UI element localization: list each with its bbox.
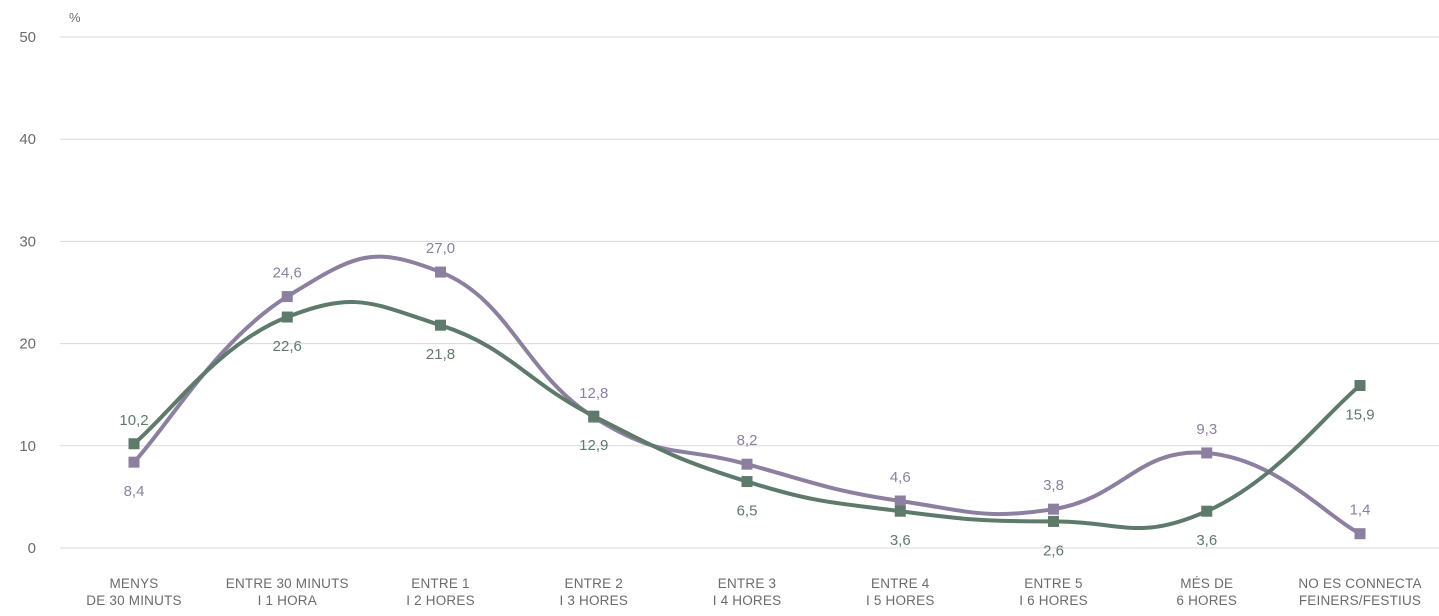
y-tick-label: 20 [19,336,36,353]
series-1-data-label: 27,0 [426,240,455,257]
series-1-data-label: 8,4 [124,483,145,500]
y-tick-label: 40 [19,131,36,148]
series-1-marker [1048,503,1059,515]
y-axis-unit-label: % [69,10,81,25]
x-axis-category-labels: MENYS DE 30 MINUTS ENTRE 30 MINUTS I 1 HORA… [86,576,1421,608]
series-0-marker [1354,380,1366,392]
series-1-data-label: 1,4 [1350,502,1371,519]
series-0-data-label: 3,6 [890,532,911,549]
y-axis-ticks: 0 10 20 30 40 50 [19,29,36,557]
x-category-label: NO ES CONNECTA FEINERS/FESTIUS [1298,576,1421,608]
series-1-data-label: 12,8 [579,385,608,402]
series-0-marker [281,311,293,323]
series-1-marker [741,458,753,470]
y-tick-label: 0 [28,540,36,557]
series-0-marker [128,438,140,450]
series-0-marker [741,476,753,488]
series-lines [132,254,1362,536]
series-1-marker [894,495,906,507]
series-1-marker [435,266,446,278]
series-markers [128,266,1366,540]
series-1-line [132,254,1362,536]
series-0-data-label: 12,9 [579,437,608,454]
series-1-marker [281,291,293,303]
series-0-marker [894,505,906,517]
series-0-data-label: 6,5 [737,503,758,520]
series-0-data-label: 10,2 [119,412,148,429]
grid [60,36,1439,549]
series-1-data-label: 8,2 [737,432,758,449]
series-1-data-label: 24,6 [273,265,302,282]
series-0-marker [1048,515,1059,527]
x-category-label: ENTRE 30 MINUTS I 1 HORA [226,576,349,608]
series-1-marker [128,456,140,468]
data-labels: 10,2 22,6 21,8 12,9 6,5 3,6 2,6 3,6 15,9 8,4 24,6 2… [119,240,1374,559]
series-1-marker [1354,528,1366,540]
y-tick-label: 10 [19,438,36,455]
series-1-marker [1201,447,1213,459]
series-1-data-label: 9,3 [1196,421,1217,438]
x-category-label: MENYS DE 30 MINUTS [86,576,181,608]
series-1-data-label: 4,6 [890,469,911,486]
series-0-data-label: 21,8 [426,346,455,363]
series-0-data-label: 3,6 [1196,532,1217,549]
series-0-marker [1201,505,1213,517]
series-1-data-label: 3,8 [1043,477,1064,494]
series-0-data-label: 22,6 [273,338,302,355]
series-0-data-label: 15,9 [1345,407,1374,424]
series-0-line [132,299,1362,531]
series-0-marker [588,410,600,422]
series-0-marker [435,319,446,331]
y-tick-label: 30 [19,233,36,250]
series-0-data-label: 2,6 [1043,542,1064,559]
y-tick-label: 50 [19,29,36,46]
x-category-label: MÉS DE 6 HORES [1176,576,1237,608]
